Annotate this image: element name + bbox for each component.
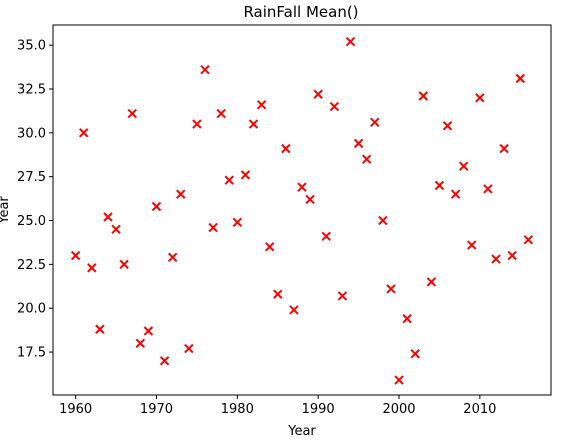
data-point — [402, 314, 412, 324]
data-point — [232, 217, 243, 227]
data-point — [321, 231, 331, 242]
data-point — [426, 277, 437, 287]
data-point — [515, 73, 525, 84]
data-point — [370, 117, 380, 128]
data-point — [200, 65, 210, 75]
data-point — [70, 250, 81, 261]
data-point — [208, 222, 218, 233]
data-point — [119, 259, 129, 270]
y-tick-label: 27.5 — [17, 170, 46, 185]
data-point — [458, 161, 469, 171]
y-tick-label: 35.0 — [17, 39, 46, 54]
data-point — [305, 194, 315, 205]
x-axis-label: Year — [287, 424, 316, 439]
y-tick-label: 25.0 — [17, 214, 46, 229]
data-point — [394, 375, 404, 385]
data-point — [491, 254, 501, 264]
data-point — [361, 154, 372, 164]
data-point — [289, 305, 299, 315]
data-point — [248, 119, 259, 129]
data-point — [95, 324, 105, 334]
data-point — [353, 138, 364, 149]
x-tick-label: 1990 — [302, 402, 335, 417]
data-point — [103, 212, 113, 222]
data-point — [79, 128, 89, 138]
data-point — [410, 349, 420, 359]
data-point — [418, 91, 428, 101]
data-point — [442, 121, 453, 131]
data-point — [507, 250, 517, 261]
y-tick-label: 17.5 — [17, 346, 46, 361]
y-axis: 17.5 20.0 22.5 25.0 27.5 30.0 32.5 35.0 — [17, 39, 53, 361]
y-axis-label: Year — [0, 196, 12, 225]
data-point — [483, 184, 493, 194]
data-point — [273, 289, 283, 299]
data-points — [70, 36, 534, 385]
data-point — [216, 108, 226, 119]
data-point — [297, 182, 307, 192]
data-point — [135, 338, 146, 348]
data-point — [127, 108, 137, 119]
data-point — [224, 175, 234, 185]
data-point — [264, 242, 275, 252]
data-point — [176, 189, 186, 199]
data-point — [475, 93, 485, 103]
data-point — [159, 356, 170, 366]
x-tick-label: 1960 — [59, 402, 92, 417]
data-point — [87, 263, 97, 273]
data-point — [143, 326, 154, 336]
y-tick-label: 20.0 — [17, 302, 46, 317]
data-point — [386, 284, 396, 294]
data-point — [345, 36, 356, 47]
data-point — [151, 201, 162, 212]
data-point — [313, 89, 323, 99]
data-point — [256, 100, 267, 110]
data-point — [184, 343, 194, 354]
data-point — [434, 180, 445, 191]
x-axis: 1960 1970 1980 1990 2000 2010 — [59, 395, 496, 417]
data-point — [192, 119, 202, 129]
data-point — [111, 224, 121, 234]
y-tick-label: 30.0 — [17, 126, 46, 141]
data-point — [499, 143, 509, 154]
data-point — [523, 235, 534, 245]
data-point — [467, 240, 477, 250]
data-point — [281, 143, 291, 154]
y-tick-label: 32.5 — [17, 83, 46, 98]
data-point — [240, 170, 251, 180]
data-point — [378, 215, 388, 226]
x-tick-label: 2010 — [463, 402, 496, 417]
plot-frame — [52, 24, 552, 396]
chart-title: RainFall Mean() — [243, 3, 358, 21]
y-tick-label: 22.5 — [17, 258, 46, 273]
x-tick-label: 1970 — [140, 402, 173, 417]
data-point — [450, 189, 461, 199]
data-point — [167, 252, 178, 263]
x-tick-label: 1980 — [221, 402, 254, 417]
x-tick-label: 2000 — [382, 402, 415, 417]
data-point — [337, 291, 348, 301]
data-point — [329, 101, 340, 112]
